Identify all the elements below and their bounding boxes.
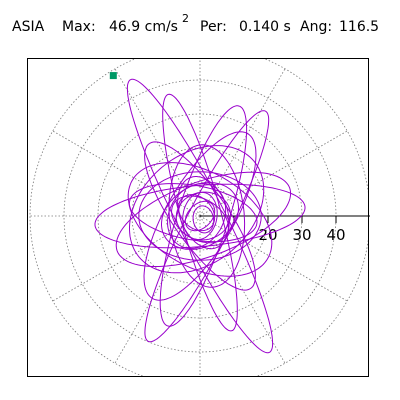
station-label: ASIA <box>12 19 45 35</box>
orbit-loop-12 <box>128 183 258 243</box>
orbit-loop-15 <box>167 183 227 249</box>
axis-tick-label: 40 <box>326 226 345 244</box>
max-value: 46.9 cm/s <box>109 19 178 35</box>
axis-tick-label: 30 <box>292 226 311 244</box>
grid-spoke <box>199 68 286 217</box>
period-label: Per: <box>200 19 227 35</box>
max-label: Max: <box>62 19 96 35</box>
axis-tick-label: 20 <box>258 226 277 244</box>
chart-header: ASIA Max: 46.9 cm/s 2 Per: 0.140 s Ang: … <box>0 0 400 40</box>
marker-layer <box>109 72 117 80</box>
orbit-loop-21 <box>192 205 215 234</box>
orbit-loop-7 <box>129 145 265 274</box>
orbit-loop-9 <box>144 141 256 291</box>
angle-label: Ang: <box>300 19 333 35</box>
start-marker <box>109 72 117 80</box>
orbit-loop-2 <box>159 105 248 327</box>
orbit-loop-13 <box>161 182 239 250</box>
grid-spoke <box>52 215 201 302</box>
period-value: 0.140 s <box>239 19 291 35</box>
orbit-loop-19 <box>178 194 216 232</box>
orbit-loop-3 <box>162 93 238 332</box>
plot-frame <box>27 58 369 377</box>
grid-spoke <box>199 130 348 217</box>
angle-value: 116.5 <box>339 19 380 35</box>
orbit-loop-5 <box>115 171 292 267</box>
orbit-traces <box>94 78 306 354</box>
grid-spoke <box>114 215 201 364</box>
orbit-loop-0 <box>126 78 274 354</box>
orbit-loop-16 <box>171 195 229 244</box>
orbit-loop-18 <box>182 191 218 241</box>
max-unit-exponent: 2 <box>182 12 189 25</box>
orbit-loop-11 <box>138 171 262 261</box>
orbit-loop-17 <box>175 191 231 241</box>
